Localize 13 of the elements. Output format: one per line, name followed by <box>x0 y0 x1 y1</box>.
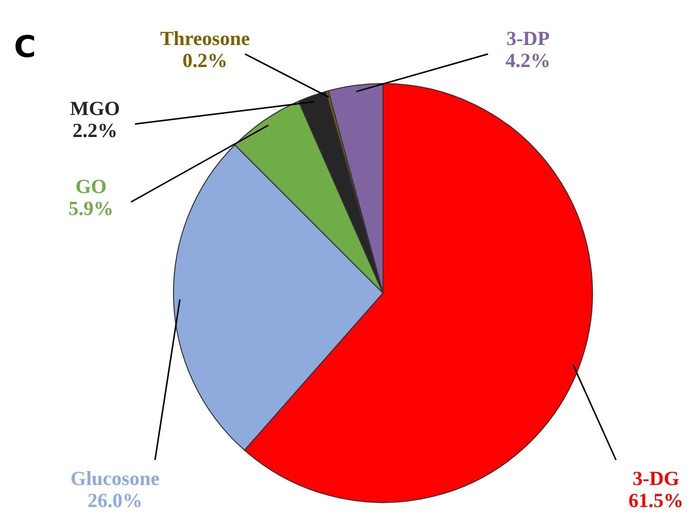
data-label: 4.2% <box>506 50 550 72</box>
slice-label: MGO <box>70 98 120 120</box>
data-label: 61.5% <box>628 490 684 512</box>
slice-label: GO <box>75 176 107 198</box>
data-label: 2.2% <box>72 120 118 142</box>
data-label: 26.0% <box>88 490 142 512</box>
slice-label: Threosone <box>160 28 250 50</box>
slice-label: Glucosone <box>70 468 160 490</box>
data-label: 0.2% <box>182 50 228 72</box>
chart-title: C <box>14 30 36 65</box>
slice-label: 3-DG <box>632 468 680 490</box>
slice-label: 3-DP <box>506 28 550 50</box>
data-label: 5.9% <box>68 198 114 220</box>
